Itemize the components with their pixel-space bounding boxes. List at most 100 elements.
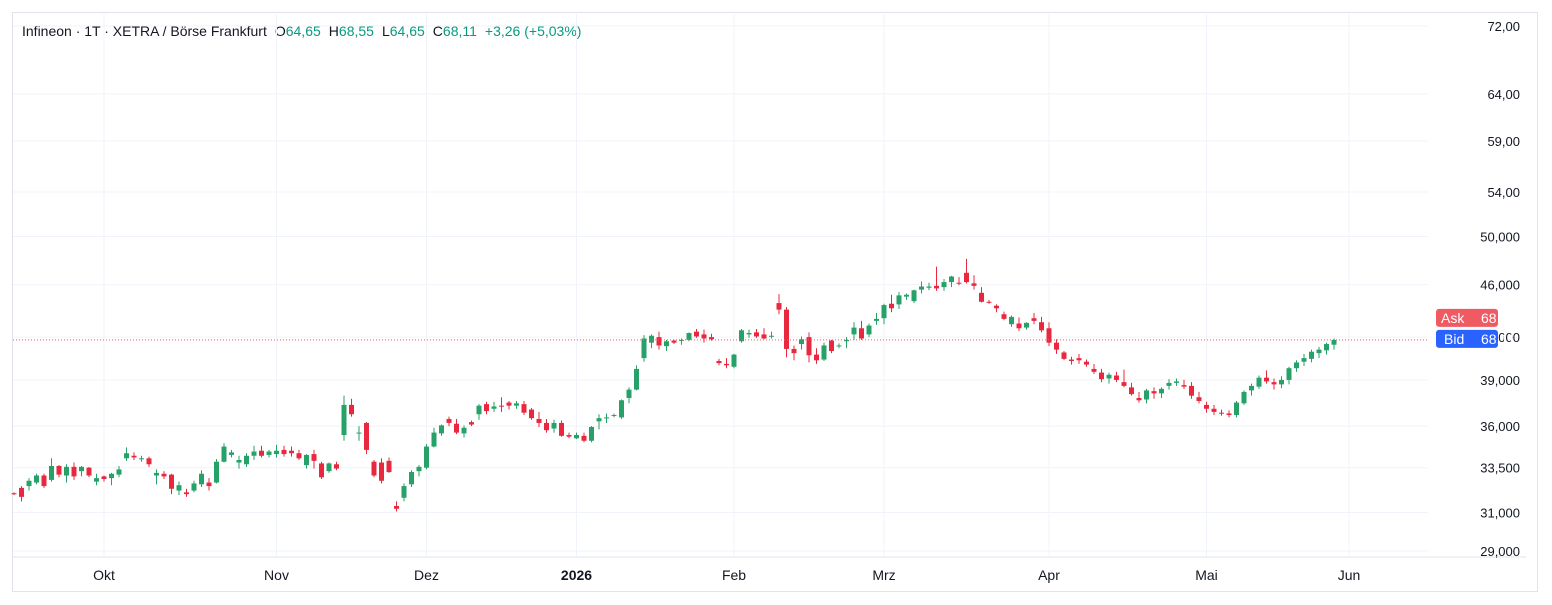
candle <box>716 358 722 366</box>
candle-body <box>791 348 797 354</box>
candle-body <box>116 469 122 475</box>
candle-body <box>184 492 189 495</box>
candle <box>221 443 227 463</box>
candle-body <box>1226 413 1232 416</box>
candle <box>664 339 669 352</box>
y-tick-label: 50,000 <box>1480 229 1520 244</box>
candle <box>139 455 144 462</box>
candle-body <box>1144 390 1149 400</box>
candle <box>1294 360 1299 372</box>
chart-legend: Infineon · 1T · XETRA / Börse Frankfurt … <box>22 23 581 39</box>
y-tick-label: 31,000 <box>1480 505 1520 520</box>
candle-body <box>604 417 609 419</box>
candle <box>919 281 924 294</box>
candle-body <box>1219 412 1224 414</box>
candle-body <box>581 435 587 441</box>
candle <box>949 275 954 288</box>
candle <box>701 329 707 343</box>
candle-body <box>1054 342 1059 350</box>
candle <box>334 461 339 471</box>
candle-body <box>956 282 962 284</box>
candle-body <box>1136 397 1142 401</box>
candle <box>806 332 812 363</box>
candle-body <box>221 446 227 462</box>
candle <box>694 328 699 338</box>
x-tick-label: Apr <box>1038 567 1060 583</box>
candle <box>371 459 377 478</box>
candle-body <box>574 435 579 439</box>
candle <box>499 397 504 412</box>
candle <box>56 465 62 478</box>
candle-body <box>1294 362 1299 369</box>
candle-body <box>769 335 774 337</box>
candle <box>199 470 204 487</box>
candle <box>446 416 452 427</box>
candle-body <box>11 493 17 495</box>
symbol-info[interactable]: Infineon · 1T · XETRA / Börse Frankfurt <box>22 23 267 39</box>
candle <box>799 336 804 350</box>
candle-body <box>334 464 339 469</box>
candle-body <box>709 337 714 340</box>
candle <box>784 307 789 358</box>
candle-body <box>649 335 654 343</box>
candle-body <box>1001 314 1007 319</box>
candle-body <box>146 458 152 465</box>
candle <box>641 335 647 362</box>
candle-body <box>1099 372 1104 380</box>
candle-body <box>394 506 399 509</box>
candle-body <box>56 465 62 475</box>
candle-body <box>889 303 894 309</box>
candle <box>746 329 752 338</box>
candle <box>1069 356 1074 365</box>
candle-body <box>424 446 429 468</box>
candle <box>1054 339 1059 354</box>
candle-body <box>319 463 324 478</box>
candle-body <box>1234 402 1239 416</box>
candle-body <box>596 418 602 422</box>
candle <box>1129 382 1134 396</box>
candle <box>86 466 92 478</box>
candle-body <box>1151 391 1157 394</box>
candle-body <box>1016 323 1022 329</box>
candle-body <box>1211 408 1217 412</box>
candle <box>401 483 407 502</box>
candle <box>416 465 422 477</box>
candle <box>1159 387 1164 398</box>
candle-body <box>1114 375 1119 380</box>
candle <box>589 426 594 443</box>
candle-body <box>296 453 302 459</box>
candle <box>889 294 894 313</box>
bid-value: 68,11 <box>1481 331 1515 347</box>
candle-body <box>1046 328 1052 343</box>
candle <box>49 458 54 482</box>
x-tick-label: Mrz <box>872 567 895 583</box>
candle-body <box>934 285 939 289</box>
candle <box>1001 311 1007 321</box>
candle-body <box>289 450 294 454</box>
candle-body <box>311 454 317 461</box>
candle-body <box>94 478 99 482</box>
candle-body <box>821 345 827 360</box>
price-axis: 72,0064,0059,0054,0050,00046,00042,00039… <box>1480 19 1520 559</box>
candle <box>769 331 774 339</box>
candle-body <box>281 449 287 455</box>
candle <box>206 478 212 491</box>
candle-body <box>1039 322 1044 331</box>
candle-body <box>199 473 204 485</box>
candle <box>289 446 294 457</box>
candle <box>859 320 864 340</box>
candle <box>439 424 444 436</box>
y-tick-label: 46,000 <box>1480 278 1520 293</box>
candle-body <box>499 405 504 407</box>
y-tick-label: 36,000 <box>1480 419 1520 434</box>
candle <box>521 401 527 416</box>
y-tick-label: 59,00 <box>1487 134 1520 149</box>
candle-body <box>439 425 444 434</box>
candle <box>116 465 122 478</box>
candle <box>394 501 399 512</box>
candle-body <box>851 327 857 335</box>
candle <box>821 342 827 361</box>
candle-body <box>274 450 279 455</box>
y-tick-label: 72,00 <box>1487 19 1520 34</box>
